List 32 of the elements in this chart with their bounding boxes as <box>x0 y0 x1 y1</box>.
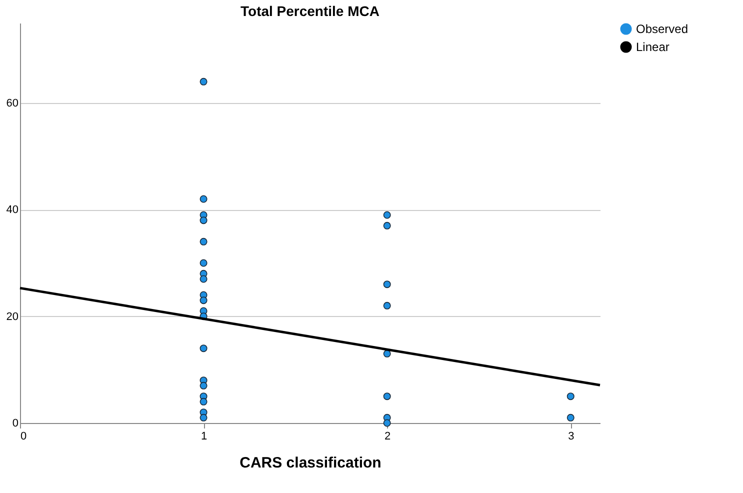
point <box>383 222 391 230</box>
point <box>200 414 208 422</box>
point <box>200 216 208 224</box>
point <box>383 392 391 400</box>
x-axis-title: CARS classification <box>240 454 382 472</box>
x-tick-label: 0 <box>20 430 27 442</box>
point <box>200 398 208 406</box>
point <box>566 414 574 422</box>
point <box>200 78 208 86</box>
point <box>200 195 208 203</box>
point <box>383 211 391 219</box>
point <box>200 382 208 390</box>
point <box>566 392 574 400</box>
x-tick-label: 1 <box>200 430 208 442</box>
point <box>200 296 208 304</box>
point <box>383 302 391 310</box>
x-tick-label: 3 <box>568 430 574 442</box>
point <box>383 280 391 288</box>
point <box>200 275 208 283</box>
point <box>200 259 208 267</box>
legend-label: Observed <box>636 22 688 36</box>
point <box>383 350 391 358</box>
point <box>200 238 208 246</box>
chart-title: Total Percentile MCA <box>240 3 380 19</box>
legend-label: Linear <box>636 40 670 54</box>
x-tick-label: 2 <box>384 430 391 442</box>
y-tick-label: 0 <box>12 418 18 430</box>
y-tick-label: 60 <box>6 98 18 110</box>
y-tick-label: 20 <box>6 310 18 323</box>
point <box>383 419 391 427</box>
point <box>200 344 208 352</box>
y-tick-label: 40 <box>6 204 18 216</box>
